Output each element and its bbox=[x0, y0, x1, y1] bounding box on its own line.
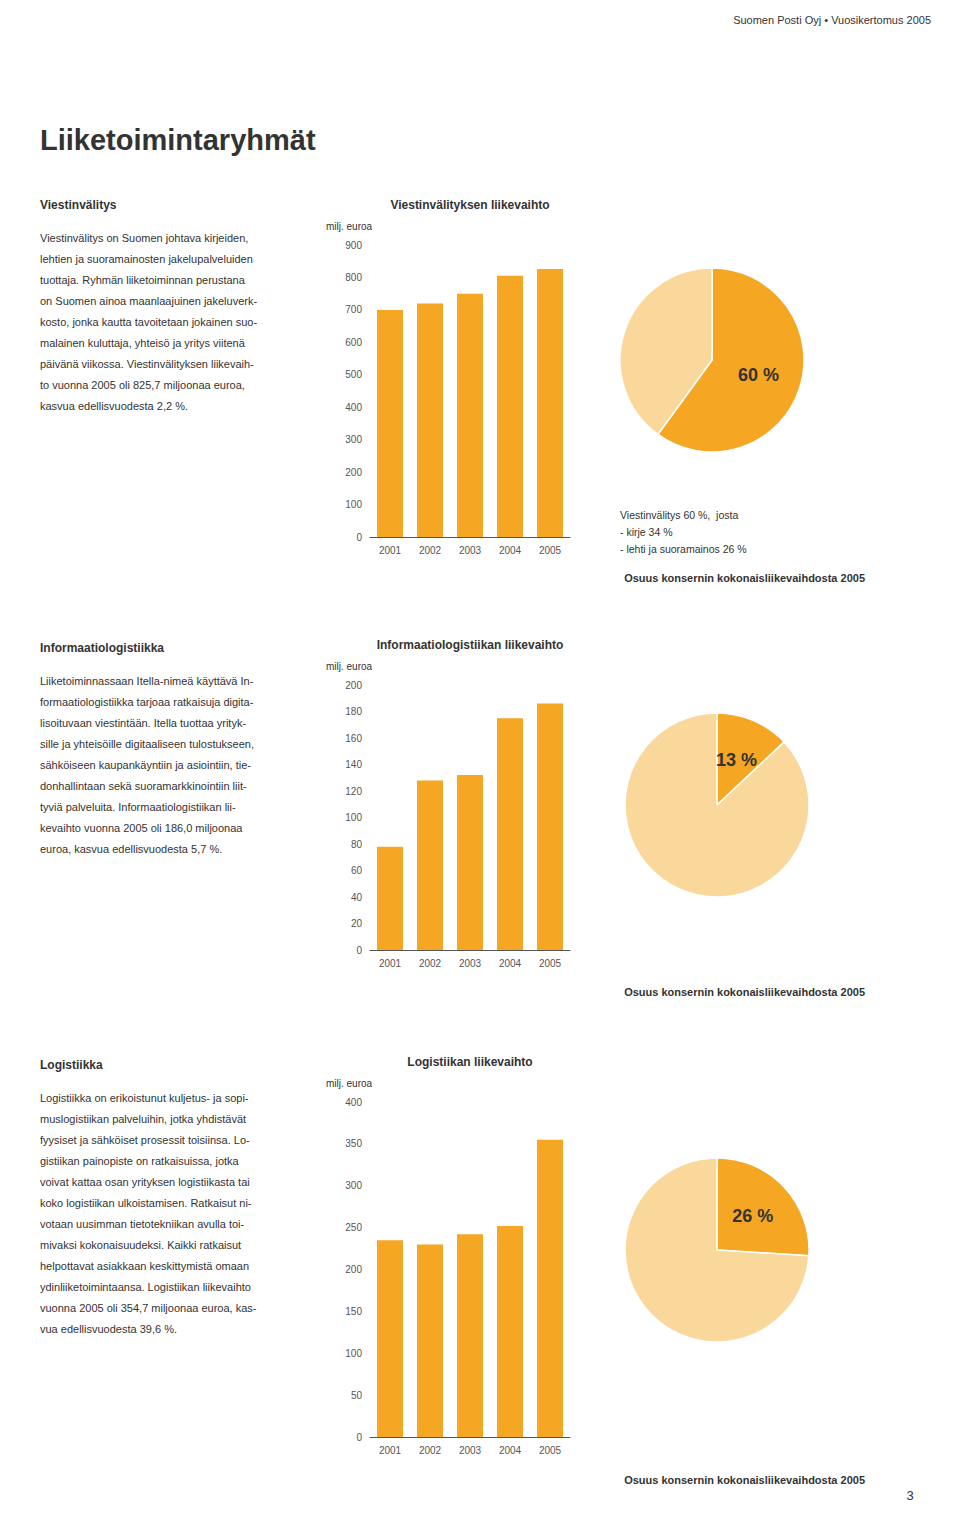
svg-text:100: 100 bbox=[345, 499, 362, 510]
svg-text:0: 0 bbox=[356, 1432, 362, 1443]
svg-text:vua edellisvuodesta 39,6 %.: vua edellisvuodesta 39,6 %. bbox=[40, 1323, 177, 1335]
svg-text:on Suomen ainoa maanlaajuinen: on Suomen ainoa maanlaajuinen jakeluverk… bbox=[40, 295, 257, 307]
svg-text:Viestinvälitys 60 %, josta: Viestinvälitys 60 %, josta bbox=[620, 509, 738, 521]
svg-text:- lehti ja suoramainos 26 %: - lehti ja suoramainos 26 % bbox=[620, 543, 747, 555]
svg-text:kasvua edellisvuodesta 2,2 %.: kasvua edellisvuodesta 2,2 %. bbox=[40, 400, 188, 412]
svg-text:350: 350 bbox=[345, 1138, 362, 1149]
svg-text:150: 150 bbox=[345, 1306, 362, 1317]
svg-text:50: 50 bbox=[351, 1390, 363, 1401]
svg-text:Liiketoiminnassaan Itella-nime: Liiketoiminnassaan Itella-nimeä käyttävä… bbox=[40, 675, 254, 687]
svg-text:Informaatiologistiikan liikeva: Informaatiologistiikan liikevaihto bbox=[377, 638, 564, 652]
svg-text:malainen kuluttaja, yhteisö ja: malainen kuluttaja, yhteisö ja yritys vi… bbox=[40, 337, 246, 349]
svg-text:13 %: 13 % bbox=[716, 750, 757, 770]
svg-text:milj. euroa: milj. euroa bbox=[326, 661, 373, 672]
svg-text:to vuonna 2005 oli 825,7 miljo: to vuonna 2005 oli 825,7 miljoonaa euroa… bbox=[40, 379, 245, 391]
svg-text:Suomen Posti Oyj • Vuosikertom: Suomen Posti Oyj • Vuosikertomus 2005 bbox=[733, 14, 931, 26]
svg-text:2005: 2005 bbox=[539, 1445, 562, 1456]
svg-text:Viestinvälitys on Suomen johta: Viestinvälitys on Suomen johtava kirjeid… bbox=[40, 232, 248, 244]
svg-text:300: 300 bbox=[345, 434, 362, 445]
svg-text:sille ja yhteisöille digitaali: sille ja yhteisöille digitaaliseen tulos… bbox=[40, 738, 254, 750]
svg-text:Viestinvälityksen liikevaihto: Viestinvälityksen liikevaihto bbox=[390, 198, 549, 212]
svg-text:160: 160 bbox=[345, 733, 362, 744]
svg-text:Informaatiologistiikka: Informaatiologistiikka bbox=[40, 641, 164, 655]
svg-text:400: 400 bbox=[345, 1097, 362, 1108]
svg-text:600: 600 bbox=[345, 337, 362, 348]
svg-text:400: 400 bbox=[345, 402, 362, 413]
svg-text:2005: 2005 bbox=[539, 958, 562, 969]
svg-text:päivänä viikossa. Viestinvälit: päivänä viikossa. Viestinvälityksen liik… bbox=[40, 358, 254, 370]
svg-text:kosto, jonka kautta tavoitetaa: kosto, jonka kautta tavoitetaan jokainen… bbox=[40, 316, 257, 328]
svg-text:2001: 2001 bbox=[379, 1445, 402, 1456]
svg-text:sähköiseen kaupankäyntiin ja a: sähköiseen kaupankäyntiin ja asiointiin,… bbox=[40, 759, 251, 771]
svg-text:2004: 2004 bbox=[499, 1445, 522, 1456]
svg-text:500: 500 bbox=[345, 369, 362, 380]
svg-text:120: 120 bbox=[345, 786, 362, 797]
svg-text:ydinliiketoimintaansa. Logisti: ydinliiketoimintaansa. Logistiikan liike… bbox=[40, 1281, 251, 1293]
svg-text:Logistiikan liikevaihto: Logistiikan liikevaihto bbox=[407, 1055, 532, 1069]
svg-text:- kirje 34 %: - kirje 34 % bbox=[620, 526, 673, 538]
svg-text:Logistiikka on erikoistunut ku: Logistiikka on erikoistunut kuljetus- ja… bbox=[40, 1092, 249, 1104]
svg-text:lehtien ja suoramainosten jake: lehtien ja suoramainosten jakelupalvelui… bbox=[40, 253, 253, 265]
svg-text:60: 60 bbox=[351, 865, 363, 876]
svg-text:300: 300 bbox=[345, 1180, 362, 1191]
svg-text:tyviä palveluita. Informaatiol: tyviä palveluita. Informaatiologistiikan… bbox=[40, 801, 236, 813]
svg-text:Osuus konsernin kokonaisliikev: Osuus konsernin kokonaisliikevaihdosta 2… bbox=[624, 572, 865, 584]
svg-text:3: 3 bbox=[906, 1488, 913, 1503]
svg-text:fyysiset ja sähköiset prosessi: fyysiset ja sähköiset prosessit toisiins… bbox=[40, 1134, 250, 1146]
svg-text:kevaihto vuonna 2005 oli 186,0: kevaihto vuonna 2005 oli 186,0 miljoonaa bbox=[40, 822, 243, 834]
svg-text:2004: 2004 bbox=[499, 958, 522, 969]
svg-text:Liiketoimintaryhmät: Liiketoimintaryhmät bbox=[40, 124, 316, 156]
svg-text:koko logistiikan ulkoistamisen: koko logistiikan ulkoistamisen. Ratkaisu… bbox=[40, 1197, 252, 1209]
svg-text:180: 180 bbox=[345, 706, 362, 717]
svg-text:80: 80 bbox=[351, 839, 363, 850]
svg-text:200: 200 bbox=[345, 467, 362, 478]
svg-text:200: 200 bbox=[345, 1264, 362, 1275]
svg-text:donhallintaan sekä suoramarkki: donhallintaan sekä suoramarkkinointiin l… bbox=[40, 780, 247, 792]
svg-text:140: 140 bbox=[345, 759, 362, 770]
svg-text:milj. euroa: milj. euroa bbox=[326, 221, 373, 232]
svg-text:formaatiologistiikka tarjoaa r: formaatiologistiikka tarjoaa ratkaisuja … bbox=[40, 696, 254, 708]
svg-text:26 %: 26 % bbox=[732, 1206, 773, 1226]
svg-text:0: 0 bbox=[356, 945, 362, 956]
svg-text:lisoituvaan viestintään. Itell: lisoituvaan viestintään. Itella tuottaa … bbox=[40, 717, 246, 729]
svg-text:gistiikan painopiste on ratkai: gistiikan painopiste on ratkaisuissa, jo… bbox=[40, 1155, 240, 1167]
svg-text:2001: 2001 bbox=[379, 958, 402, 969]
svg-text:250: 250 bbox=[345, 1222, 362, 1233]
svg-text:milj. euroa: milj. euroa bbox=[326, 1078, 373, 1089]
svg-text:800: 800 bbox=[345, 272, 362, 283]
svg-text:2003: 2003 bbox=[459, 545, 482, 556]
svg-text:Osuus konsernin kokonaisliikev: Osuus konsernin kokonaisliikevaihdosta 2… bbox=[624, 986, 865, 998]
svg-text:700: 700 bbox=[345, 304, 362, 315]
svg-text:2001: 2001 bbox=[379, 545, 402, 556]
svg-text:2002: 2002 bbox=[419, 545, 442, 556]
svg-text:vuonna 2005 oli 354,7 miljoona: vuonna 2005 oli 354,7 miljoonaa euroa, k… bbox=[40, 1302, 257, 1314]
svg-text:mivaksi kokonaisuudeksi. Kaikk: mivaksi kokonaisuudeksi. Kaikki ratkaisu… bbox=[40, 1239, 241, 1251]
svg-text:Osuus konsernin kokonaisliikev: Osuus konsernin kokonaisliikevaihdosta 2… bbox=[624, 1474, 865, 1486]
svg-text:2004: 2004 bbox=[499, 545, 522, 556]
svg-text:votaan uusimman tietotekniikan: votaan uusimman tietotekniikan avulla to… bbox=[40, 1218, 245, 1230]
svg-text:200: 200 bbox=[345, 680, 362, 691]
svg-text:euroa, kasvua edellisvuodesta: euroa, kasvua edellisvuodesta 5,7 %. bbox=[40, 843, 222, 855]
svg-text:0: 0 bbox=[356, 532, 362, 543]
svg-text:2005: 2005 bbox=[539, 545, 562, 556]
svg-text:900: 900 bbox=[345, 240, 362, 251]
svg-text:100: 100 bbox=[345, 812, 362, 823]
svg-text:2002: 2002 bbox=[419, 1445, 442, 1456]
svg-text:2003: 2003 bbox=[459, 958, 482, 969]
svg-text:voivat kattaa osan yrityksen l: voivat kattaa osan yrityksen logistiikas… bbox=[40, 1176, 250, 1188]
svg-text:2003: 2003 bbox=[459, 1445, 482, 1456]
svg-text:muslogistiikan palveluihin, jo: muslogistiikan palveluihin, jotka yhdist… bbox=[40, 1113, 246, 1125]
svg-text:40: 40 bbox=[351, 892, 363, 903]
svg-text:Logistiikka: Logistiikka bbox=[40, 1058, 103, 1072]
svg-text:60 %: 60 % bbox=[738, 365, 779, 385]
svg-text:20: 20 bbox=[351, 918, 363, 929]
svg-text:Viestinvälitys: Viestinvälitys bbox=[40, 198, 117, 212]
svg-text:tuottaja. Ryhmän liiketoiminna: tuottaja. Ryhmän liiketoiminnan perustan… bbox=[40, 274, 246, 286]
svg-text:2002: 2002 bbox=[419, 958, 442, 969]
svg-text:helpottavat asiakkaan keskitty: helpottavat asiakkaan keskittymistä omaa… bbox=[40, 1260, 249, 1272]
svg-text:100: 100 bbox=[345, 1348, 362, 1359]
